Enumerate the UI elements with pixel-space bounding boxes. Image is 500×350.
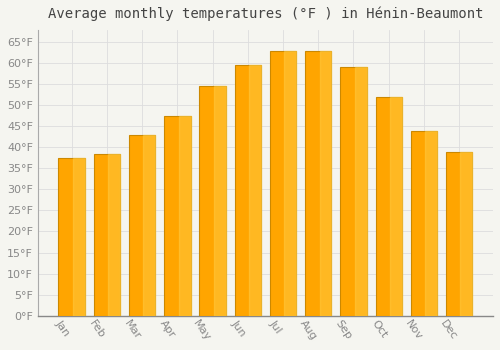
Bar bbox=[94, 154, 120, 316]
Bar bbox=[58, 158, 85, 316]
Bar bbox=[284, 51, 296, 316]
Bar bbox=[426, 131, 437, 316]
Bar bbox=[144, 135, 156, 316]
Bar bbox=[460, 152, 472, 316]
Bar bbox=[249, 65, 261, 316]
Bar bbox=[446, 152, 472, 316]
Bar bbox=[164, 116, 190, 316]
Bar bbox=[390, 97, 402, 316]
Bar bbox=[340, 68, 366, 316]
Bar bbox=[270, 51, 296, 316]
Bar bbox=[108, 154, 120, 316]
Bar bbox=[214, 86, 226, 316]
Bar bbox=[376, 97, 402, 316]
Bar bbox=[200, 86, 226, 316]
Bar bbox=[73, 158, 85, 316]
Bar bbox=[355, 68, 366, 316]
Bar bbox=[234, 65, 261, 316]
Bar bbox=[410, 131, 437, 316]
Bar bbox=[305, 51, 332, 316]
Bar bbox=[178, 116, 190, 316]
Bar bbox=[320, 51, 332, 316]
Title: Average monthly temperatures (°F ) in Hénin-Beaumont: Average monthly temperatures (°F ) in Hé… bbox=[48, 7, 483, 21]
Bar bbox=[129, 135, 156, 316]
